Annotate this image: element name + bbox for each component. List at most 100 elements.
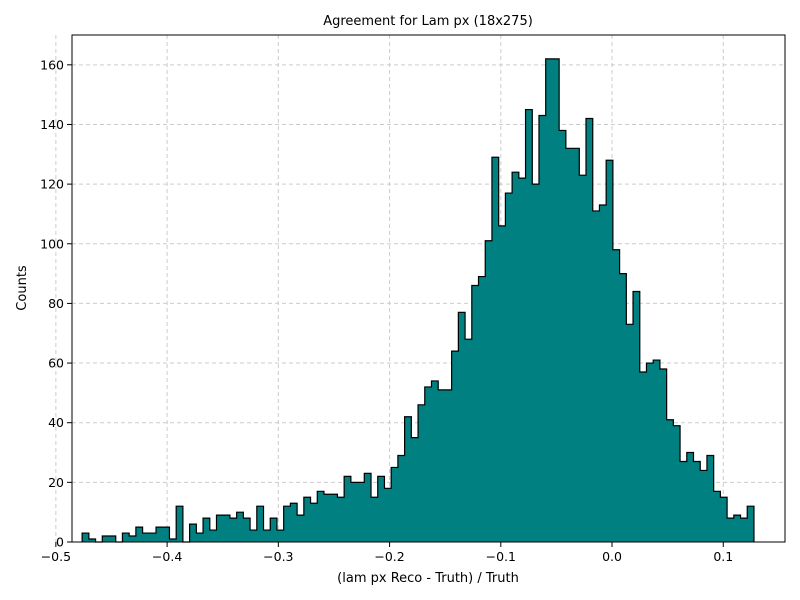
histogram-bar-39 xyxy=(344,476,352,542)
x-tick-label-3: −0.2 xyxy=(374,549,404,564)
histogram-bar-82 xyxy=(633,291,641,542)
histogram-bar-3 xyxy=(102,536,110,542)
histogram-bar-45 xyxy=(384,488,392,542)
histogram-bar-46 xyxy=(391,467,399,542)
y-tick-label-2: 40 xyxy=(48,415,64,430)
histogram-bar-52 xyxy=(431,380,439,542)
histogram-bar-93 xyxy=(706,455,715,542)
histogram-bar-14 xyxy=(176,506,184,542)
histogram-bar-13 xyxy=(169,539,177,542)
histogram-bar-97 xyxy=(733,515,741,542)
histogram-bar-26 xyxy=(256,506,264,542)
histogram-bar-78 xyxy=(606,160,614,542)
histogram-bar-83 xyxy=(639,372,647,542)
histogram-bar-27 xyxy=(263,530,271,542)
histogram-bar-66 xyxy=(525,109,533,542)
histogram-bar-10 xyxy=(149,533,157,542)
histogram-bar-79 xyxy=(612,249,620,542)
histogram-bar-71 xyxy=(559,130,567,542)
histogram-bar-85 xyxy=(653,360,661,542)
histogram-bar-60 xyxy=(485,240,493,542)
histogram-bar-40 xyxy=(350,482,358,542)
histogram-bar-94 xyxy=(713,491,721,542)
histogram-bar-42 xyxy=(364,473,372,542)
histogram-bar-76 xyxy=(592,210,600,543)
histogram-bar-20 xyxy=(216,515,224,542)
histogram-bar-72 xyxy=(565,148,573,542)
x-axis-label: (lam px Reco - Truth) / Truth xyxy=(337,571,519,586)
x-tick-label-6: 0.1 xyxy=(713,549,733,564)
histogram-bar-55 xyxy=(451,351,459,542)
histogram-bar-41 xyxy=(357,482,365,542)
x-tick-label-1: −0.4 xyxy=(152,549,182,564)
histogram-bar-96 xyxy=(727,518,735,542)
histogram-bar-69 xyxy=(545,58,553,542)
histogram-bar-74 xyxy=(579,175,587,542)
y-tick-label-7: 140 xyxy=(40,117,64,132)
histogram-bar-6 xyxy=(122,533,130,542)
histogram-bar-87 xyxy=(666,419,674,542)
histogram-bar-48 xyxy=(404,416,412,542)
histogram-bar-59 xyxy=(478,276,486,542)
histogram-bar-65 xyxy=(518,178,526,542)
histogram-bar-56 xyxy=(458,312,466,542)
histogram-bar-0 xyxy=(82,533,90,542)
histogram-bar-70 xyxy=(552,58,560,542)
histogram-bar-98 xyxy=(740,518,748,542)
histogram-bar-99 xyxy=(747,506,755,542)
histogram-bar-77 xyxy=(599,204,607,542)
histogram-bar-32 xyxy=(297,515,305,542)
x-tick-label-5: 0.0 xyxy=(602,549,622,564)
histogram-bar-17 xyxy=(196,533,204,542)
y-tick-label-3: 60 xyxy=(48,356,64,371)
x-tick-label-0: −0.5 xyxy=(41,549,71,564)
histogram-bar-57 xyxy=(465,339,473,542)
histogram-bar-54 xyxy=(444,389,453,542)
histogram-bar-92 xyxy=(700,470,708,542)
histogram-bar-7 xyxy=(129,536,137,542)
histogram-bar-61 xyxy=(491,157,500,542)
y-axis-label: Counts xyxy=(15,265,30,311)
bars-layer xyxy=(82,58,755,543)
histogram-bar-64 xyxy=(512,172,520,542)
histogram-bar-89 xyxy=(680,461,688,542)
histogram-bar-31 xyxy=(290,503,298,542)
y-tick-label-1: 20 xyxy=(48,475,64,490)
histogram-bar-1 xyxy=(88,539,96,542)
histogram-bar-53 xyxy=(438,389,446,542)
histogram-bar-9 xyxy=(142,533,150,542)
histogram-bar-47 xyxy=(397,455,406,542)
histogram-bar-33 xyxy=(303,497,311,542)
histogram-bar-81 xyxy=(626,324,634,542)
histogram-bar-68 xyxy=(538,115,547,542)
histogram-bar-36 xyxy=(323,494,332,542)
histogram-bar-73 xyxy=(572,148,580,542)
histogram-bar-88 xyxy=(673,425,681,542)
histogram-bar-84 xyxy=(646,363,654,542)
y-tick-label-0: 0 xyxy=(56,535,64,550)
histogram-bar-19 xyxy=(209,530,217,542)
histogram-bar-37 xyxy=(330,494,338,542)
histogram-bar-35 xyxy=(317,491,325,542)
histogram-bar-21 xyxy=(223,515,231,542)
y-tick-label-4: 80 xyxy=(48,296,64,311)
histogram-bar-63 xyxy=(505,193,513,543)
histogram-bar-11 xyxy=(156,527,164,542)
histogram-outline xyxy=(81,58,755,543)
histogram-bar-80 xyxy=(619,273,627,542)
histogram-bar-4 xyxy=(108,536,117,542)
histogram-bar-22 xyxy=(229,518,238,542)
plot-frame xyxy=(71,34,786,543)
histogram-bar-18 xyxy=(203,518,211,542)
histogram-bar-12 xyxy=(162,527,170,542)
y-tick-label-8: 160 xyxy=(40,57,64,72)
y-axis-ticks: 0 20 40 60 80 100 120 140 160 xyxy=(40,57,72,550)
histogram-bar-23 xyxy=(236,512,244,542)
histogram-bar-91 xyxy=(693,461,701,542)
histogram-bar-8 xyxy=(135,527,143,542)
histogram-bar-67 xyxy=(532,184,540,542)
histogram-bar-44 xyxy=(377,476,385,542)
histogram-bar-95 xyxy=(720,497,728,542)
